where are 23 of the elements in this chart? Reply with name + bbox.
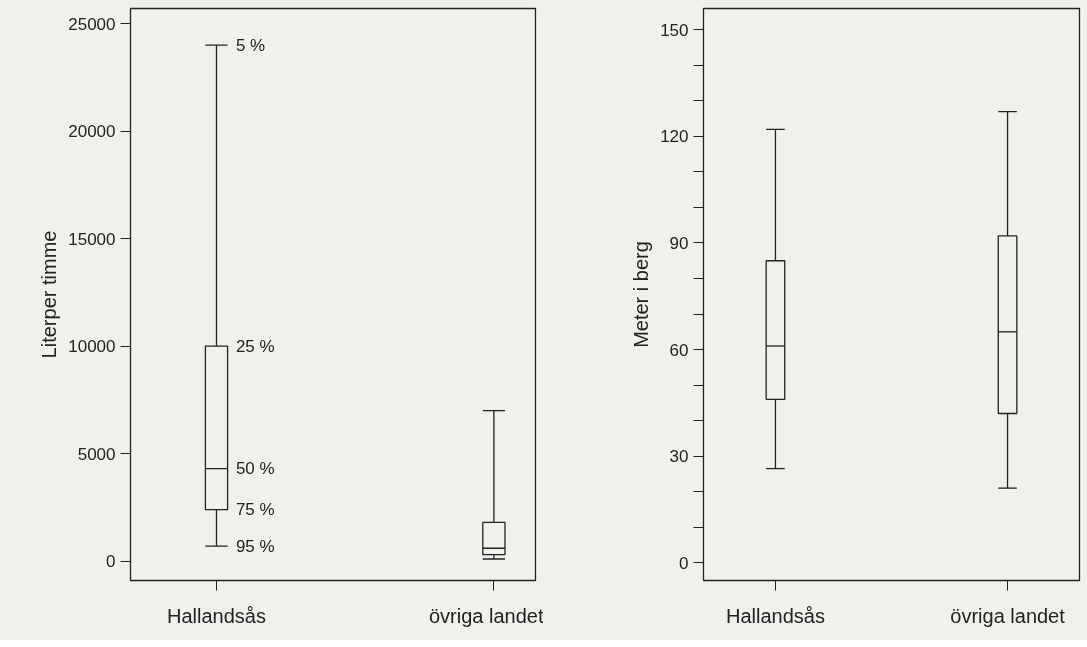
y-axis-title: Literper timme	[38, 230, 61, 359]
y-tick-label: 25000	[68, 14, 116, 34]
annotation: 95 %	[235, 536, 275, 556]
annotation: 5 %	[235, 35, 266, 55]
x-tick-label: Hallandsås	[725, 604, 825, 627]
y-tick-label: 20000	[68, 122, 116, 142]
y-tick-label: 15000	[68, 229, 116, 249]
y-axis-title: Meter i berg	[630, 241, 653, 348]
y-tick-label: 150	[660, 20, 689, 40]
y-tick-label: 0	[679, 553, 689, 573]
x-tick-label: Hallandsås	[167, 604, 266, 627]
y-tick-label: 10000	[68, 337, 116, 357]
y-tick-label: 60	[669, 340, 689, 360]
y-tick-label: 90	[669, 233, 689, 253]
annotation: 50 %	[235, 459, 275, 479]
y-tick-label: 0	[106, 552, 116, 572]
y-tick-label: 120	[660, 127, 689, 147]
y-tick-label: 5000	[77, 444, 116, 464]
x-tick-label: övriga landet	[428, 604, 544, 627]
x-tick-label: övriga landet	[950, 604, 1066, 627]
y-tick-label: 30	[669, 447, 689, 467]
annotation: 25 %	[235, 336, 275, 356]
annotation: 75 %	[235, 500, 275, 520]
